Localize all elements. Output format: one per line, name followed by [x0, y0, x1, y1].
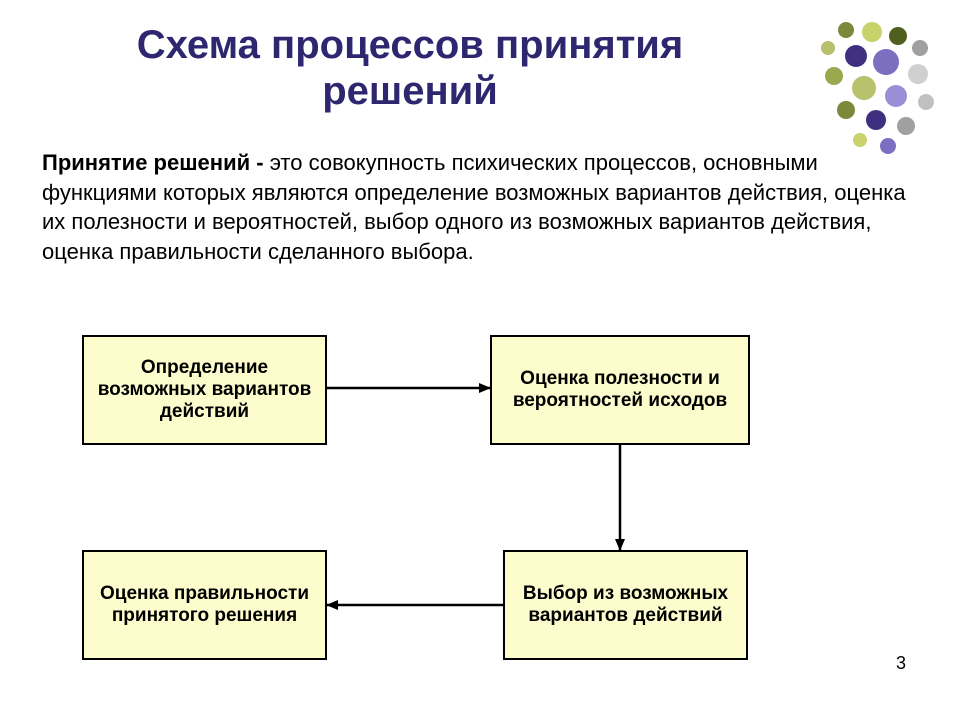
decor-dot — [837, 101, 855, 119]
slide-title: Схема процессов принятия решений — [60, 22, 760, 114]
page-number: 3 — [896, 653, 906, 674]
decor-dot — [845, 45, 867, 67]
decor-dot — [853, 133, 867, 147]
flow-node-n4: Оценка правильности принятого решения — [82, 550, 327, 660]
definition-paragraph: Принятие решений - это совокупность псих… — [42, 148, 922, 267]
decor-dot — [880, 138, 896, 154]
decor-dot — [825, 67, 843, 85]
decor-dot — [885, 85, 907, 107]
decor-dot — [908, 64, 928, 84]
decor-dot — [897, 117, 915, 135]
flow-node-n1: Определение возможных вариантов действий — [82, 335, 327, 445]
decor-dot — [821, 41, 835, 55]
decor-dot — [889, 27, 907, 45]
flow-node-n3: Выбор из возможных вариантов действий — [503, 550, 748, 660]
logo-dots-icon — [798, 18, 948, 158]
decor-dot — [852, 76, 876, 100]
decor-dot — [912, 40, 928, 56]
decor-dot — [866, 110, 886, 130]
slide: Схема процессов принятия решений Приняти… — [0, 0, 960, 720]
definition-term: Принятие решений - — [42, 150, 270, 175]
decor-dot — [838, 22, 854, 38]
decor-dot — [862, 22, 882, 42]
decor-dot — [873, 49, 899, 75]
decor-dot — [918, 94, 934, 110]
flow-node-n2: Оценка полезности и вероятностей исходов — [490, 335, 750, 445]
